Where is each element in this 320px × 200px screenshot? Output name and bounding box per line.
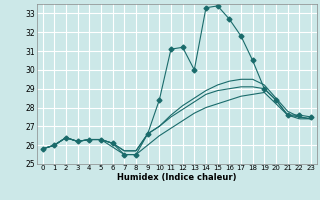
X-axis label: Humidex (Indice chaleur): Humidex (Indice chaleur): [117, 173, 236, 182]
